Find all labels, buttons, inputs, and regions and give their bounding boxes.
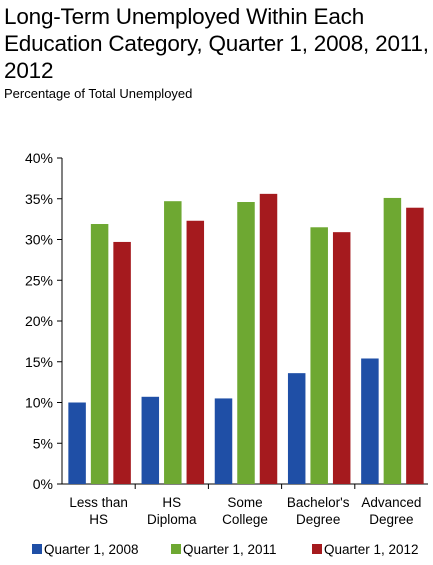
- bar: [237, 202, 255, 484]
- legend-label: Quarter 1, 2012: [324, 542, 419, 557]
- chart-subtitle: Percentage of Total Unemployed: [4, 86, 193, 101]
- bar: [383, 197, 402, 484]
- bar: [332, 232, 351, 484]
- x-tick-label: Advanced: [361, 495, 421, 510]
- bar: [113, 241, 131, 484]
- bar: [361, 358, 379, 484]
- y-tick-label: 10%: [25, 395, 53, 411]
- legend-swatch: [32, 544, 42, 554]
- bar: [287, 373, 306, 484]
- y-tick-label: 5%: [33, 435, 53, 451]
- bar: [164, 201, 182, 484]
- bar: [406, 207, 424, 484]
- legend-label: Quarter 1, 2011: [183, 542, 277, 557]
- y-tick-label: 35%: [25, 191, 53, 207]
- x-tick-label: Bachelor's: [287, 495, 350, 510]
- chart-title: Long-Term Unemployed Within Each Educati…: [4, 4, 429, 83]
- bar: [90, 224, 109, 484]
- y-tick-label: 0%: [33, 476, 53, 492]
- x-tick-label: Less than: [69, 495, 128, 510]
- x-tick-label: College: [222, 512, 268, 527]
- legend-swatch: [171, 544, 181, 554]
- x-tick-label: HS: [89, 512, 108, 527]
- bar: [259, 193, 278, 485]
- bar: [186, 220, 205, 484]
- bar: [310, 227, 328, 484]
- x-tick-label: Diploma: [147, 512, 197, 527]
- bar: [68, 402, 86, 484]
- bar: [214, 398, 233, 484]
- bar: [141, 396, 160, 484]
- x-tick-label: Some: [227, 495, 262, 510]
- y-tick-label: 30%: [25, 232, 53, 248]
- y-tick-label: 20%: [25, 313, 53, 329]
- y-tick-label: 40%: [25, 150, 53, 166]
- y-tick-label: 25%: [25, 272, 53, 288]
- legend-label: Quarter 1, 2008: [44, 542, 139, 557]
- x-tick-label: Degree: [369, 512, 413, 527]
- x-tick-label: Degree: [296, 512, 340, 527]
- x-tick-label: HS: [162, 495, 181, 510]
- legend-swatch: [312, 544, 322, 554]
- y-tick-label: 15%: [25, 354, 53, 370]
